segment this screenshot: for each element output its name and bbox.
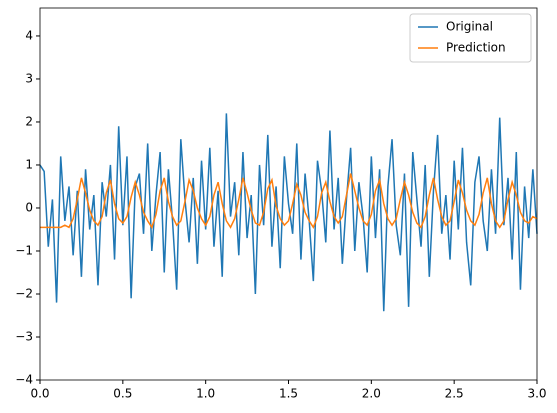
y-tick-label: −4 <box>15 373 33 387</box>
x-tick-label: 0.0 <box>30 387 49 401</box>
y-tick-label: 0 <box>25 200 33 214</box>
legend-label: Original <box>446 20 493 34</box>
y-tick-label: 2 <box>25 114 33 128</box>
y-tick-label: −2 <box>15 286 33 300</box>
series-line <box>40 173 538 230</box>
plot-frame <box>39 7 538 381</box>
y-tick-label: −3 <box>15 329 33 343</box>
x-tick-label: 2.0 <box>362 387 381 401</box>
y-tick-label: 3 <box>25 71 33 85</box>
series-line <box>39 113 538 312</box>
x-tick-label: 3.0 <box>527 387 546 401</box>
x-tick-label: 0.5 <box>113 387 132 401</box>
x-tick-label: 2.5 <box>445 387 464 401</box>
x-tick-label: 1.5 <box>279 387 298 401</box>
y-tick-label: 1 <box>25 157 33 171</box>
legend-box <box>409 13 532 63</box>
x-tick-label: 1.0 <box>196 387 215 401</box>
y-tick-label: −1 <box>15 243 33 257</box>
y-tick-label: 4 <box>25 28 33 42</box>
legend-label: Prediction <box>446 41 506 55</box>
